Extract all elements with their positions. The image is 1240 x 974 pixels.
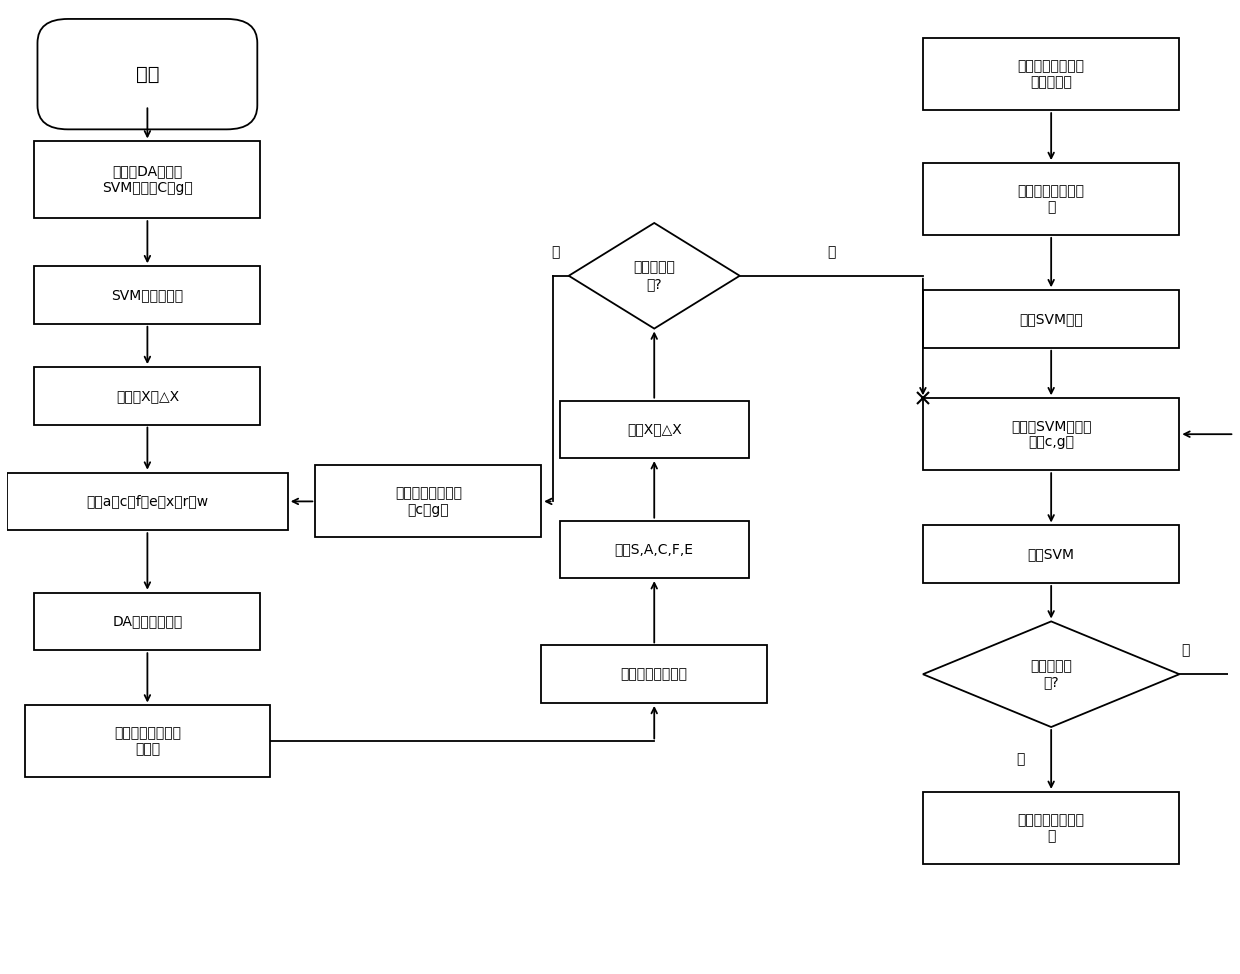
Text: 计算S,A,C,F,E: 计算S,A,C,F,E	[615, 543, 693, 556]
Bar	[923, 38, 1179, 110]
Text: 初始化X，△X: 初始化X，△X	[115, 389, 179, 403]
Polygon shape	[923, 621, 1179, 727]
Bar	[559, 521, 749, 579]
Text: DA适应度值计算: DA适应度值计算	[113, 615, 182, 628]
Text: 否: 否	[1182, 643, 1189, 657]
Text: 产生出新参数组合
（c，g）: 产生出新参数组合 （c，g）	[394, 486, 461, 516]
Bar	[923, 398, 1179, 470]
Bar	[35, 592, 260, 651]
Text: 寻找邻域内的蜻蜓: 寻找邻域内的蜻蜓	[621, 667, 688, 681]
Text: 初始化DA参数和
SVM参数（C，g）: 初始化DA参数和 SVM参数（C，g）	[102, 165, 192, 195]
Bar	[35, 367, 260, 425]
Bar	[35, 141, 260, 218]
Polygon shape	[569, 223, 740, 328]
Text: 更新X，△X: 更新X，△X	[627, 423, 682, 436]
Text: 初始化SVM参数组
合（c,g）: 初始化SVM参数组 合（c,g）	[1011, 419, 1091, 449]
Bar	[25, 705, 269, 777]
Bar	[7, 472, 288, 530]
Text: 是: 是	[827, 244, 836, 259]
Text: 满足终止条
件?: 满足终止条 件?	[634, 261, 675, 291]
Bar	[923, 792, 1179, 864]
Text: 更新a，c，f，e，x，r，w: 更新a，c，f，e，x，r，w	[87, 495, 208, 508]
Bar	[923, 163, 1179, 235]
Text: 小波包提取滚动轴
承振动信号: 小波包提取滚动轴 承振动信号	[1018, 59, 1085, 90]
Text: 滚动轴承的故障检
测: 滚动轴承的故障检 测	[1018, 812, 1085, 843]
Bar	[542, 646, 768, 703]
Bar	[923, 525, 1179, 583]
Text: 是: 是	[1017, 753, 1024, 767]
Text: 训练是否结
束?: 训练是否结 束?	[1030, 659, 1073, 690]
Text: 否: 否	[551, 244, 559, 259]
Bar	[315, 466, 542, 538]
Text: 训练SVM: 训练SVM	[1028, 547, 1075, 561]
Text: 设置训练集和测试
集: 设置训练集和测试 集	[1018, 184, 1085, 214]
Text: 更新食物源和外敌
的位置: 更新食物源和外敌 的位置	[114, 727, 181, 757]
Bar	[559, 400, 749, 458]
Text: 开始: 开始	[135, 64, 159, 84]
Text: 建立SVM模型: 建立SVM模型	[1019, 312, 1083, 326]
Bar	[923, 290, 1179, 348]
Text: SVM数据集处理: SVM数据集处理	[112, 288, 184, 302]
Bar	[35, 266, 260, 323]
FancyBboxPatch shape	[37, 19, 258, 130]
